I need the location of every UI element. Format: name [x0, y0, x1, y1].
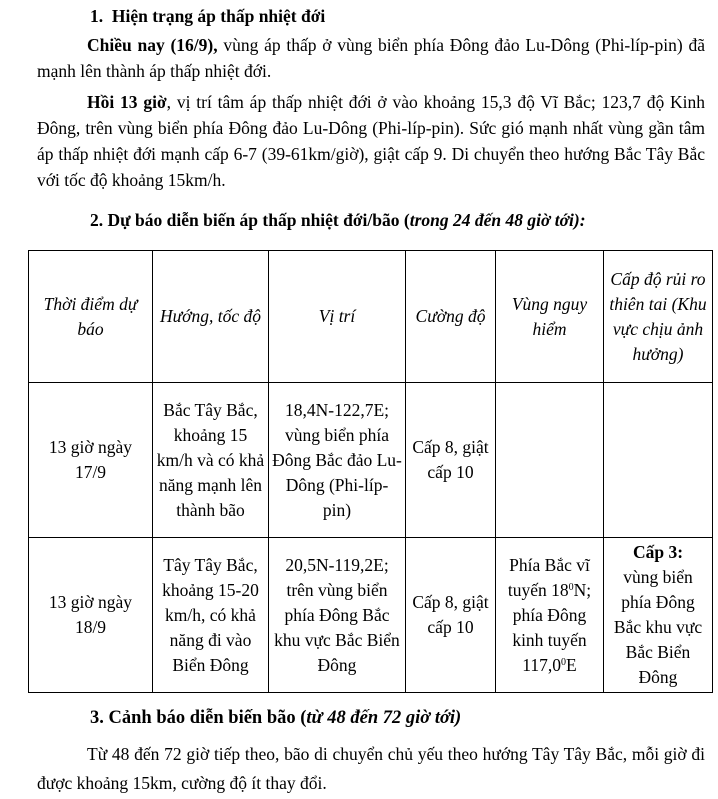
heading-text: Hiện trạng áp thấp nhiệt đới: [111, 6, 326, 26]
cell-intensity: Cấp 8, giật cấp 10: [405, 537, 496, 693]
section2-heading: 2. Dự báo diễn biến áp thấp nhiệt đới/bã…: [90, 207, 710, 233]
degree-sup: 0: [568, 581, 574, 593]
cell-risk-level: [603, 382, 713, 538]
cell-direction: Bắc Tây Bắc, khoảng 15 km/h và có khả nă…: [152, 382, 269, 538]
danger-text: Phía Bắc vĩ tuyến 18: [507, 554, 590, 600]
section1-paragraph-1: Chiều nay (16/9), vùng áp thấp ở vùng bi…: [37, 32, 705, 84]
cell-direction: Tây Tây Bắc, khoảng 15-20 km/h, có khả n…: [152, 537, 269, 693]
danger-text: N; phía Đông kinh tuyến 117,0: [512, 579, 592, 675]
degree-sup: 0: [561, 656, 567, 668]
risk-level-text: vùng biển phía Đông Bắc khu vực Bắc Biển…: [613, 567, 703, 687]
section1-paragraph-2: Hồi 13 giờ, vị trí tâm áp thấp nhiệt đới…: [37, 89, 705, 193]
header-direction: Hướng, tốc độ: [152, 250, 269, 383]
paragraph-lead: Chiều nay (16/9),: [87, 35, 218, 55]
cell-time: 13 giờ ngày 17/9: [28, 382, 153, 538]
cell-position: 18,4N-122,7E; vùng biển phía Đông Bắc đả…: [268, 382, 406, 538]
forecast-table: Thời điểm dự báo Hướng, tốc độ Vị trí Cư…: [28, 250, 713, 693]
danger-text: E: [566, 654, 577, 675]
header-risk-level: Cấp độ rủi ro thiên tai (Khu vực chịu ản…: [603, 250, 713, 383]
section3-paragraph: Từ 48 đến 72 giờ tiếp theo, bão di chuyể…: [37, 744, 705, 793]
table-row: 13 giờ ngày 18/9 Tây Tây Bắc, khoảng 15-…: [28, 537, 713, 693]
cell-danger-zone: [495, 382, 604, 538]
paragraph-lead: Hồi 13 giờ: [87, 92, 167, 112]
paragraph-text: , vị trí tâm áp thấp nhiệt đới ở vào kho…: [37, 92, 706, 190]
risk-level-bold: Cấp 3:: [632, 542, 684, 562]
heading-italic: trong 24 đến 48 giờ tới):: [409, 210, 586, 230]
header-time: Thời điểm dự báo: [28, 250, 153, 383]
heading-number: 1.: [90, 6, 104, 26]
cell-position: 20,5N-119,2E; trên vùng biển phía Đông B…: [268, 537, 406, 693]
cell-intensity: Cấp 8, giật cấp 10: [405, 382, 496, 538]
heading-italic: từ 48 đến 72 giờ tới): [306, 708, 462, 728]
header-intensity: Cường độ: [405, 250, 496, 383]
header-danger-zone: Vùng nguy hiểm: [495, 250, 604, 383]
section1-heading: 1. Hiện trạng áp thấp nhiệt đới: [90, 3, 718, 29]
table-header-row: Thời điểm dự báo Hướng, tốc độ Vị trí Cư…: [28, 250, 713, 383]
header-position: Vị trí: [268, 250, 406, 383]
cell-danger-zone: Phía Bắc vĩ tuyến 180N; phía Đông kinh t…: [495, 537, 604, 693]
cell-risk-level: Cấp 3: vùng biển phía Đông Bắc khu vực Bắ…: [603, 537, 713, 693]
section3-heading: 3. Cảnh báo diễn biến bão (từ 48 đến 72 …: [90, 705, 710, 731]
heading-text: 3. Cảnh báo diễn biến bão (: [90, 708, 307, 728]
cell-time: 13 giờ ngày 18/9: [28, 537, 153, 693]
paragraph-text: vùng áp thấp ở vùng biển phía Đông đảo L…: [37, 35, 706, 81]
heading-text: 2. Dự báo diễn biến áp thấp nhiệt đới/bã…: [90, 210, 410, 230]
table-row: 13 giờ ngày 17/9 Bắc Tây Bắc, khoảng 15 …: [28, 382, 713, 538]
